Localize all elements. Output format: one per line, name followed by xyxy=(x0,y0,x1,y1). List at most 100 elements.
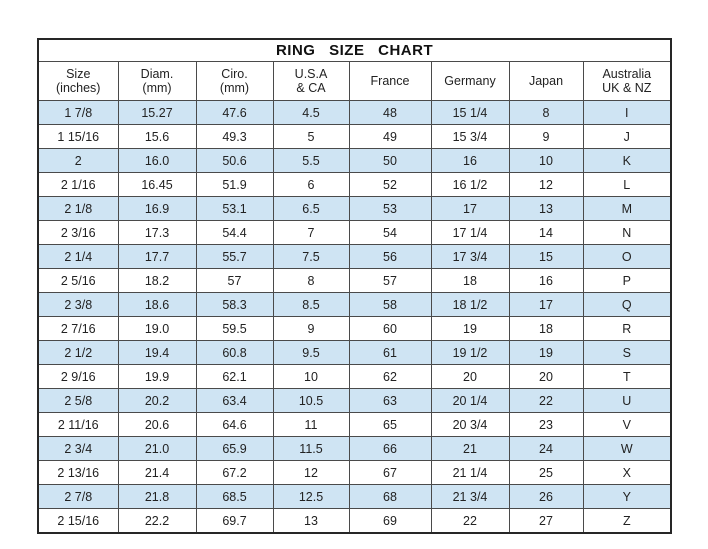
table-cell: 2 1/8 xyxy=(37,196,119,221)
table-cell: 54 xyxy=(348,220,432,245)
table-cell: 17.3 xyxy=(117,220,197,245)
table-cell: 68.5 xyxy=(195,484,274,509)
table-cell: Q xyxy=(582,292,672,317)
table-cell: 58.3 xyxy=(195,292,274,317)
table-cell: 9.5 xyxy=(272,340,350,365)
table-cell: 5.5 xyxy=(272,148,350,173)
table-row: 2 1/16 16.45 51.9 6 52 16 1/2 12 L xyxy=(37,172,672,197)
table-row: 2 13/16 21.4 67.2 12 67 21 1/4 25 X xyxy=(37,460,672,485)
table-cell: 16.45 xyxy=(117,172,197,197)
table-cell: 56 xyxy=(348,244,432,269)
table-cell: 10.5 xyxy=(272,388,350,413)
table-cell: 15 3/4 xyxy=(430,124,510,149)
table-cell: L xyxy=(582,172,672,197)
table-row: 2 3/4 21.0 65.9 11.5 66 21 24 W xyxy=(37,436,672,461)
table-cell: 9 xyxy=(272,316,350,341)
table-cell: 59.5 xyxy=(195,316,274,341)
table-cell: 8.5 xyxy=(272,292,350,317)
table-cell: 60 xyxy=(348,316,432,341)
table-cell: 9 xyxy=(508,124,584,149)
table-cell: 13 xyxy=(272,508,350,534)
table-cell: 2 3/8 xyxy=(37,292,119,317)
table-cell: Z xyxy=(582,508,672,534)
column-header-usa-ca: U.S.A & CA xyxy=(272,61,350,101)
table-cell: 19.9 xyxy=(117,364,197,389)
table-cell: 15.6 xyxy=(117,124,197,149)
table-cell: 21 xyxy=(430,436,510,461)
table-cell: S xyxy=(582,340,672,365)
table-cell: I xyxy=(582,100,672,125)
table-cell: 19 1/2 xyxy=(430,340,510,365)
table-cell: 5 xyxy=(272,124,350,149)
table-cell: 2 7/16 xyxy=(37,316,119,341)
table-cell: 15 xyxy=(508,244,584,269)
table-cell: 17 xyxy=(508,292,584,317)
column-header-germany: Germany xyxy=(430,61,510,101)
table-cell: 61 xyxy=(348,340,432,365)
table-cell: 64.6 xyxy=(195,412,274,437)
table-cell: 21.0 xyxy=(117,436,197,461)
table-cell: 57 xyxy=(195,268,274,293)
table-cell: 15 1/4 xyxy=(430,100,510,125)
table-cell: 2 11/16 xyxy=(37,412,119,437)
table-row: 2 7/8 21.8 68.5 12.5 68 21 3/4 26 Y xyxy=(37,484,672,509)
table-cell: 65 xyxy=(348,412,432,437)
table-cell: 17 1/4 xyxy=(430,220,510,245)
table-cell: 50 xyxy=(348,148,432,173)
table-cell: 67 xyxy=(348,460,432,485)
table-cell: 17 xyxy=(430,196,510,221)
table-cell: 2 7/8 xyxy=(37,484,119,509)
table-cell: 22.2 xyxy=(117,508,197,534)
title-row: RING SIZE CHART xyxy=(37,38,672,62)
table-cell: Y xyxy=(582,484,672,509)
header-row: Size (inches) Diam. (mm) Ciro. (mm) U.S.A & CA F… xyxy=(37,61,672,101)
table-cell: 2 3/16 xyxy=(37,220,119,245)
table-cell: 62 xyxy=(348,364,432,389)
table-cell: 47.6 xyxy=(195,100,274,125)
table-cell: 8 xyxy=(272,268,350,293)
table-row: 2 7/16 19.0 59.5 9 60 19 18 R xyxy=(37,316,672,341)
table-cell: 66 xyxy=(348,436,432,461)
table-cell: 19.4 xyxy=(117,340,197,365)
table-cell: 50.6 xyxy=(195,148,274,173)
table-cell: 63 xyxy=(348,388,432,413)
table-cell: 16.0 xyxy=(117,148,197,173)
table-cell: 52 xyxy=(348,172,432,197)
table-cell: 68 xyxy=(348,484,432,509)
table-cell: 18.2 xyxy=(117,268,197,293)
table-cell: 54.4 xyxy=(195,220,274,245)
table-cell: 69.7 xyxy=(195,508,274,534)
table-cell: 2 9/16 xyxy=(37,364,119,389)
table-cell: 12 xyxy=(508,172,584,197)
table-cell: 20 xyxy=(508,364,584,389)
column-header-japan: Japan xyxy=(508,61,584,101)
table-cell: 22 xyxy=(430,508,510,534)
table-row: 2 1/2 19.4 60.8 9.5 61 19 1/2 19 S xyxy=(37,340,672,365)
table-cell: 7.5 xyxy=(272,244,350,269)
table-cell: 2 15/16 xyxy=(37,508,119,534)
table-row: 2 5/16 18.2 57 8 57 18 16 P xyxy=(37,268,672,293)
table-cell: 2 1/4 xyxy=(37,244,119,269)
table-cell: N xyxy=(582,220,672,245)
table-cell: 14 xyxy=(508,220,584,245)
table-cell: 11.5 xyxy=(272,436,350,461)
table-cell: 12 xyxy=(272,460,350,485)
table-cell: 53 xyxy=(348,196,432,221)
table-cell: J xyxy=(582,124,672,149)
table-cell: 16.9 xyxy=(117,196,197,221)
table-cell: 20 xyxy=(430,364,510,389)
ring-size-chart-table: RING SIZE CHART Size (inches) Diam. (mm) Cir… xyxy=(37,38,673,534)
table-cell: 25 xyxy=(508,460,584,485)
table-cell: P xyxy=(582,268,672,293)
table-cell: 49.3 xyxy=(195,124,274,149)
table-row: 2 9/16 19.9 62.1 10 62 20 20 T xyxy=(37,364,672,389)
table-cell: X xyxy=(582,460,672,485)
table-cell: 2 1/2 xyxy=(37,340,119,365)
table-cell: 21.8 xyxy=(117,484,197,509)
table-row: 2 16.0 50.6 5.5 50 16 10 K xyxy=(37,148,672,173)
table-cell: 65.9 xyxy=(195,436,274,461)
column-header-circumference-mm: Ciro. (mm) xyxy=(195,61,274,101)
table-row: 2 3/8 18.6 58.3 8.5 58 18 1/2 17 Q xyxy=(37,292,672,317)
column-header-france: France xyxy=(348,61,432,101)
